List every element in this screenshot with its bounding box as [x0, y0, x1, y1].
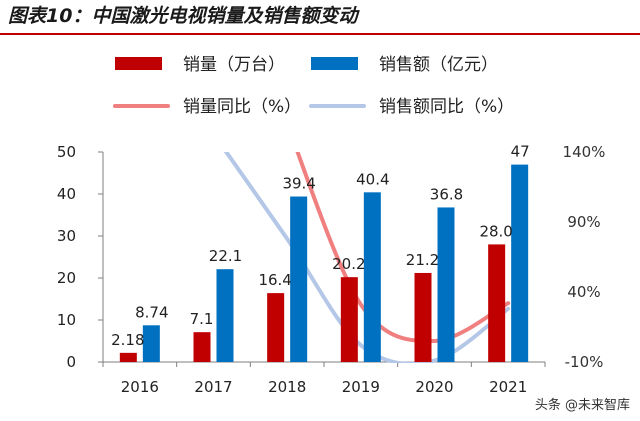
bar-sales-volume [193, 332, 211, 362]
x-axis-tick-label: 2017 [194, 378, 232, 396]
legend-swatch [115, 57, 162, 70]
bar-series [119, 164, 529, 362]
chart-title: 图表10：中国激光电视销量及销售额变动 [8, 5, 358, 27]
data-label-sales-volume: 20.2 [332, 255, 365, 273]
right-axis-tick-label: 90% [567, 213, 600, 231]
line-series [223, 152, 511, 363]
title-divider [0, 33, 640, 35]
bar-sales-volume [267, 293, 285, 362]
data-label-sales-volume: 7.1 [190, 310, 214, 328]
bar-sales-revenue [437, 207, 455, 362]
data-label-sales-revenue: 39.4 [282, 175, 315, 193]
legend-label: 销售额（亿元） [379, 55, 498, 75]
legend-swatch [311, 57, 358, 70]
bar-sales-revenue [216, 269, 234, 362]
x-axis-tick-label: 2016 [121, 378, 159, 396]
line-volume-yoy [295, 152, 511, 344]
data-label-sales-volume: 28.0 [479, 222, 512, 240]
x-axis-tick-label: 2018 [268, 378, 306, 396]
legend: 销量（万台） 销售额（亿元） 销量同比（%） 销售额同比（%） [113, 55, 514, 117]
right-axis-tick-label: -10% [565, 353, 604, 371]
data-label-sales-volume: 21.2 [406, 251, 439, 269]
data-label-sales-revenue: 36.8 [430, 185, 463, 203]
bar-sales-revenue [363, 192, 381, 362]
data-label-sales-revenue: 8.74 [135, 303, 168, 321]
bar-sales-volume [488, 244, 506, 362]
bar-sales-volume [414, 272, 432, 362]
data-labels: 2.18 7.1 16.4 20.2 21.2 28.0 8.74 22.1 39.4 40.4 3… [111, 143, 530, 349]
right-axis-tick-label: 40% [567, 283, 600, 301]
x-axis-tick-label: 2021 [489, 378, 527, 396]
bar-sales-revenue [142, 325, 160, 362]
left-axis-tick-label: 20 [57, 269, 76, 287]
left-axis-tick-label: 50 [57, 143, 76, 161]
bar-sales-revenue [290, 196, 308, 362]
watermark: 头条 @未来智库 [534, 398, 630, 413]
data-label-sales-revenue: 22.1 [209, 247, 242, 265]
data-label-sales-revenue: 47 [511, 143, 530, 161]
left-axis-tick-label: 10 [57, 311, 76, 329]
left-axis-tick-label: 30 [57, 227, 76, 245]
bar-sales-revenue [511, 164, 529, 362]
x-axis-tick-label: 2019 [342, 378, 380, 396]
right-axis-tick-label: 140% [563, 143, 606, 161]
axes: 0 10 20 30 40 50 2016 2017 2018 2019 2020 2021 -10% 4… [57, 143, 606, 396]
left-axis-tick-label: 0 [66, 353, 76, 371]
data-label-sales-volume: 16.4 [258, 271, 291, 289]
data-label-sales-revenue: 40.4 [356, 170, 389, 188]
bar-sales-volume [119, 352, 137, 362]
bar-sales-volume [340, 277, 358, 362]
x-axis-tick-label: 2020 [415, 378, 453, 396]
left-axis-tick-label: 40 [57, 185, 76, 203]
data-label-sales-volume: 2.18 [111, 331, 144, 349]
legend-label: 销量（万台） [183, 55, 285, 75]
legend-label: 销量同比（%） [183, 97, 301, 117]
legend-label: 销售额同比（%） [379, 97, 514, 117]
